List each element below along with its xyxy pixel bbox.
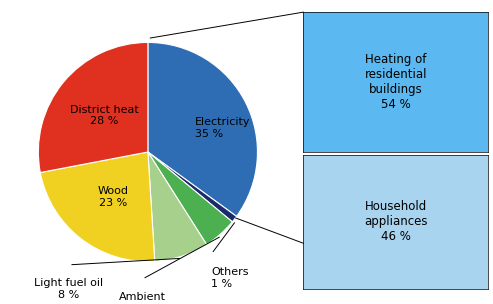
Text: Wood
23 %: Wood 23 % bbox=[98, 186, 129, 208]
Wedge shape bbox=[148, 152, 232, 244]
Wedge shape bbox=[38, 43, 148, 173]
Text: Heating of
residential
buildings
54 %: Heating of residential buildings 54 % bbox=[364, 53, 427, 111]
Text: Electricity
35 %: Electricity 35 % bbox=[195, 117, 250, 139]
Text: Household
appliances
46 %: Household appliances 46 % bbox=[364, 200, 427, 244]
Text: Ambient
energy
5 %: Ambient energy 5 % bbox=[119, 292, 166, 304]
Text: Light fuel oil
8 %: Light fuel oil 8 % bbox=[35, 278, 104, 299]
Wedge shape bbox=[148, 152, 207, 261]
Text: Others
1 %: Others 1 % bbox=[211, 267, 249, 288]
Wedge shape bbox=[148, 43, 257, 216]
Wedge shape bbox=[40, 152, 155, 261]
Text: District heat
28 %: District heat 28 % bbox=[70, 105, 139, 126]
Wedge shape bbox=[148, 152, 237, 222]
